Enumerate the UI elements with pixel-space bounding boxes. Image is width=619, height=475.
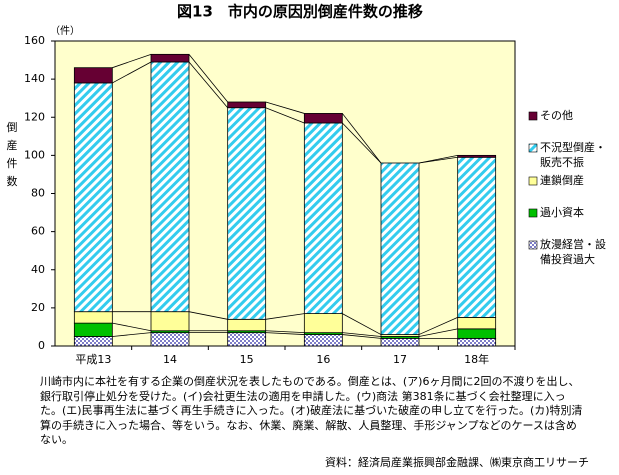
y-tick-label: 0: [38, 339, 45, 352]
connector-line: [265, 101, 305, 114]
bar-segment: [380, 162, 420, 335]
connector-line: [112, 332, 152, 337]
connector-line: [265, 107, 305, 124]
connector-line: [265, 330, 305, 334]
bar-segment: [457, 317, 497, 330]
legend-label: その他: [540, 109, 573, 122]
connector-line: [112, 322, 152, 332]
legend-swatch: [528, 143, 538, 153]
legend-swatch: [528, 111, 538, 121]
y-tick-label: 60: [31, 225, 45, 238]
y-tick-label: 20: [31, 301, 45, 314]
connector-line: [418, 317, 458, 335]
legend-swatch: [528, 240, 538, 250]
bar-segment: [73, 311, 113, 324]
bar-segment: [303, 113, 343, 124]
bar-segment: [227, 332, 267, 347]
bar-segment: [150, 311, 190, 332]
legend-label: 過小資本: [540, 205, 584, 219]
connector-line: [342, 334, 382, 339]
y-tick-label: 100: [24, 148, 45, 161]
bar-segment: [303, 313, 343, 334]
y-unit: （件）: [50, 25, 80, 37]
connector-line: [188, 311, 228, 320]
connector-line: [342, 113, 382, 164]
y-axis-label: 倒産件数: [7, 121, 18, 188]
x-tick-label: 17: [393, 353, 407, 366]
bar-segment: [73, 82, 113, 313]
plot-area: [54, 40, 516, 347]
legend-label: 放漫経営・設備投資過大: [540, 237, 606, 266]
bar-segment: [303, 122, 343, 314]
bar-segment: [457, 154, 497, 158]
y-tick-label: 80: [31, 187, 45, 200]
x-tick-label: 14: [163, 353, 177, 366]
bar-segment: [227, 101, 267, 109]
x-tick-label: 16: [316, 353, 330, 366]
legend-label: 不況型倒産・販売不振: [540, 140, 606, 169]
bar-segment: [73, 322, 113, 337]
legend-swatch: [528, 176, 538, 186]
note: 川崎市内に本社を有する企業の倒産状況を表したものである。倒産とは、(ア)6ヶ月間…: [40, 375, 583, 446]
legend-swatch: [528, 208, 538, 218]
connector-line: [265, 332, 305, 335]
y-tick-label: 120: [24, 110, 45, 123]
x-tick-label: 平成13: [75, 353, 111, 366]
x-tick-label: 15: [240, 353, 254, 366]
connector-line: [342, 122, 382, 164]
connector-line: [342, 332, 382, 337]
bar-segment: [227, 318, 267, 332]
bar-segment: [457, 328, 497, 339]
bar-segment: [380, 337, 420, 347]
connector-line: [188, 61, 228, 108]
y-tick-label: 140: [24, 72, 45, 85]
bar-segment: [150, 53, 190, 63]
connector-line: [342, 313, 382, 335]
y-tick-label: 40: [31, 263, 45, 276]
chart-title: 図13 市内の原因別倒産件数の推移: [177, 3, 423, 21]
x-tick-label: 18年: [464, 352, 489, 366]
bar-segment: [227, 107, 267, 320]
bar-segment: [73, 336, 113, 347]
y-tick-label: 160: [24, 34, 45, 47]
connector-line: [112, 61, 152, 84]
connector-line: [112, 53, 152, 69]
connector-line: [418, 328, 458, 337]
connector-line: [265, 313, 305, 320]
bar-segment: [150, 332, 190, 347]
connector-line: [188, 54, 228, 103]
bar-segment: [150, 61, 190, 313]
bar-segment: [457, 337, 497, 347]
connector-line: [418, 154, 458, 164]
bar-segment: [73, 67, 113, 84]
legend-label: 連鎖倒産: [540, 173, 584, 187]
source: 資料：経済局産業振興部金融課、㈱東京商工リサーチ: [325, 456, 589, 469]
bar-segment: [303, 334, 343, 347]
bar-segment: [457, 156, 497, 318]
chart: 図13 市内の原因別倒産件数の推移 （件） 0 20 40 60 80 100 120 140…: [7, 3, 607, 367]
